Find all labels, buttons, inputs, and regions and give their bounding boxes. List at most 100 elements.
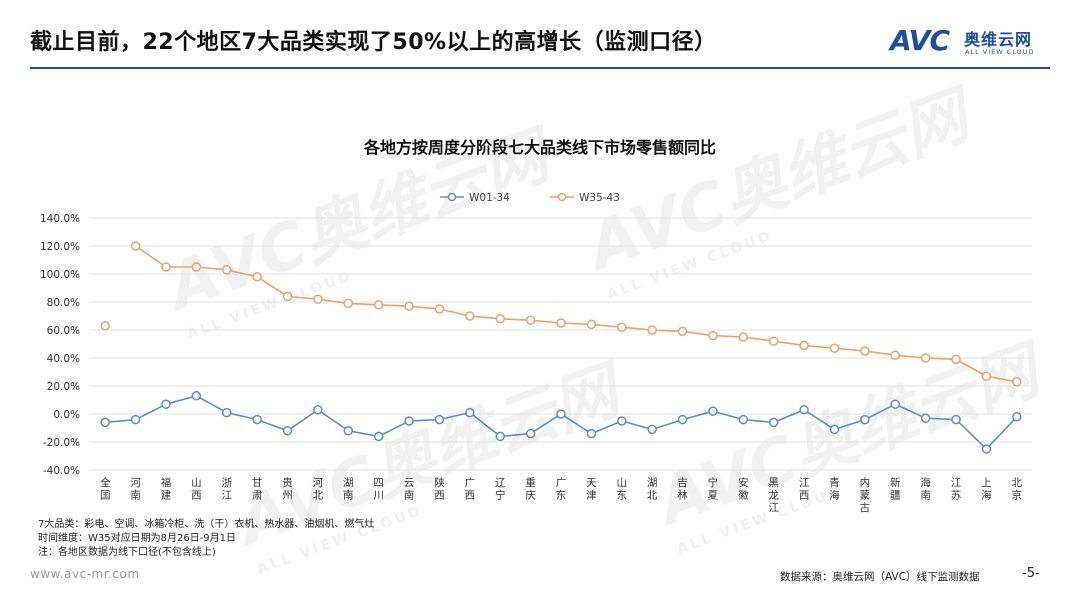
data-point — [495, 431, 505, 442]
y-tick-label: 140.0% — [40, 213, 80, 225]
legend-swatch-marker — [447, 192, 457, 202]
data-point — [586, 319, 597, 330]
data-point — [282, 426, 293, 436]
x-tick-label: 广西 — [465, 477, 476, 502]
data-point — [191, 262, 202, 272]
data-point — [617, 322, 627, 332]
y-tick-label: 0.0% — [53, 409, 80, 421]
data-point — [373, 300, 384, 310]
x-tick-label: 安徽 — [738, 476, 749, 502]
x-tick-label: 河南 — [130, 477, 141, 502]
x-tick-label: 宁夏 — [708, 476, 719, 502]
data-point — [130, 241, 141, 251]
x-tick-label: 辽宁 — [495, 477, 506, 502]
data-point — [860, 346, 870, 356]
y-tick-label: 80.0% — [47, 297, 80, 309]
data-point — [617, 416, 627, 426]
data-point — [981, 444, 992, 454]
y-tick-label: 20.0% — [47, 381, 80, 393]
data-point — [525, 428, 536, 439]
x-tick-label: 黑龙江 — [768, 477, 779, 514]
data-point — [1012, 377, 1022, 387]
x-tick-label: 广东 — [556, 477, 567, 502]
data-point — [860, 414, 870, 425]
data-point — [556, 318, 566, 328]
data-point — [951, 414, 961, 425]
data-point — [647, 424, 657, 435]
y-tick-label: 40.0% — [47, 353, 80, 365]
data-point — [373, 431, 384, 442]
x-tick-label: 陕西 — [434, 476, 445, 502]
x-tick-label: 湖北 — [647, 477, 658, 502]
y-tick-label: 100.0% — [40, 269, 80, 281]
x-tick-label: 甘肃 — [252, 476, 263, 502]
page-title: 截止目前，22个地区7大品类实现了50%以上的高增长（监测口径） — [30, 30, 717, 55]
data-point — [100, 417, 110, 428]
legend-label: W01-34 — [469, 192, 510, 204]
y-tick-label: -40.0% — [43, 465, 80, 477]
data-point — [920, 413, 931, 423]
data-point — [434, 304, 445, 314]
data-point — [252, 272, 262, 282]
series-line — [105, 394, 1018, 451]
data-point — [677, 414, 688, 425]
x-tick-label: 重庆 — [525, 476, 536, 502]
data-point — [829, 343, 840, 353]
data-point — [890, 399, 901, 409]
x-tick-label: 河北 — [313, 477, 324, 502]
x-tick-label: 全国 — [100, 476, 111, 502]
header-rule — [30, 67, 1050, 69]
data-point — [130, 414, 141, 425]
notes: 7大品类：彩电、空调、冰箱冷柜、洗（干）衣机、热水器、油烟机、燃气灶 时间维度：… — [38, 518, 374, 560]
logo-en: ALL VIEW CLOUD — [965, 48, 1035, 56]
data-point — [951, 354, 961, 365]
logo-mark: AVC — [890, 24, 950, 57]
page-number: -5- — [1022, 566, 1040, 581]
data-point — [647, 325, 657, 335]
data-point — [495, 314, 505, 324]
data-point — [404, 301, 414, 311]
avc-logo: AVC 奥维云网 ALL VIEW CLOUD — [890, 22, 1060, 62]
data-point — [677, 326, 688, 337]
x-tick-label: 贵州 — [282, 476, 293, 502]
data-point — [738, 414, 749, 425]
data-point — [586, 428, 597, 439]
data-point — [313, 405, 323, 415]
x-tick-label: 湖南 — [343, 477, 354, 502]
data-point — [738, 332, 749, 342]
data-point — [161, 399, 171, 409]
data-point — [920, 353, 931, 363]
y-tick-label: 60.0% — [47, 325, 80, 337]
data-point — [343, 298, 354, 309]
note-time: 时间维度：W35对应日期为8月26日-9月1日 — [38, 533, 237, 544]
y-tick-label: 120.0% — [40, 241, 80, 253]
x-tick-label: 江西 — [799, 477, 810, 502]
x-tick-label: 新疆 — [890, 476, 901, 502]
x-tick-label: 内蒙古 — [860, 476, 871, 514]
data-point — [343, 426, 354, 436]
data-point — [890, 350, 901, 360]
x-tick-label: 四川 — [373, 477, 384, 502]
data-point — [799, 405, 809, 415]
data-point — [161, 262, 171, 272]
x-tick-label: 江苏 — [951, 477, 962, 502]
data-point — [708, 406, 718, 416]
data-point — [768, 417, 779, 428]
data-point — [981, 371, 992, 381]
x-tick-label: 云南 — [404, 477, 415, 502]
logo-cn: 奥维云网 — [964, 30, 1033, 49]
legend-swatch-marker — [557, 192, 567, 202]
data-point — [313, 294, 323, 304]
data-point — [404, 416, 414, 426]
x-tick-label: 吉林 — [677, 477, 688, 502]
data-point — [465, 311, 475, 321]
data-point — [434, 414, 445, 425]
data-point — [221, 265, 232, 275]
data-point — [768, 336, 779, 346]
data-point — [282, 291, 293, 302]
x-tick-label: 天津 — [586, 477, 597, 502]
y-tick-label: -20.0% — [43, 437, 80, 449]
data-point — [221, 407, 232, 418]
data-point — [829, 424, 840, 435]
